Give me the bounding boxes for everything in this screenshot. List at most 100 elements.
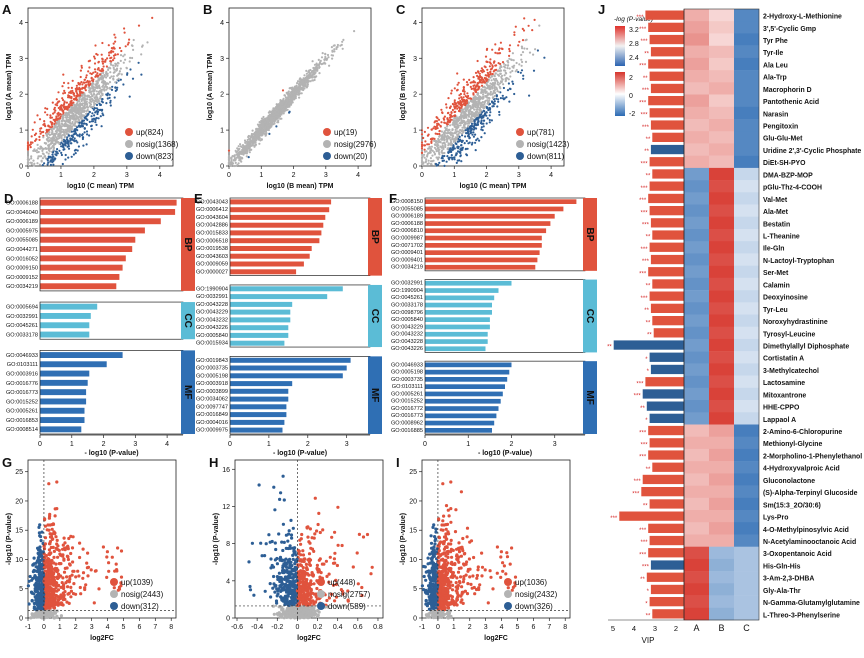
point-nosig bbox=[285, 102, 287, 104]
point-nosig bbox=[273, 114, 275, 116]
point-up bbox=[87, 566, 90, 569]
go-bar bbox=[230, 223, 323, 228]
go-bar bbox=[40, 417, 85, 423]
point-down bbox=[82, 133, 84, 135]
go-bar bbox=[425, 288, 499, 293]
point-up bbox=[72, 80, 74, 82]
point-nosig bbox=[467, 106, 469, 108]
point-nosig bbox=[283, 98, 285, 100]
x-tick-label: 1 bbox=[59, 172, 63, 179]
point-nosig bbox=[262, 120, 264, 122]
point-nosig bbox=[55, 126, 57, 128]
go-term-label: GO:0003899 bbox=[196, 389, 228, 395]
point-down bbox=[496, 94, 498, 96]
point-nosig bbox=[425, 161, 427, 163]
point-up bbox=[456, 89, 458, 91]
point-up bbox=[477, 60, 479, 62]
point-nosig bbox=[492, 82, 494, 84]
point-up bbox=[436, 117, 438, 119]
go-bar bbox=[425, 428, 492, 433]
go-panel-d: DGO:0006188GO:0046040GO:0006189GO:000597… bbox=[4, 191, 195, 457]
point-nosig bbox=[50, 128, 52, 130]
point-nosig bbox=[83, 115, 85, 117]
point-up bbox=[449, 114, 451, 116]
point-up bbox=[67, 107, 69, 109]
point-up bbox=[109, 60, 111, 62]
point-up bbox=[100, 70, 102, 72]
point-up bbox=[76, 570, 79, 573]
y-tick-label: 3 bbox=[19, 56, 23, 63]
point-nosig bbox=[49, 139, 51, 141]
point-up bbox=[52, 556, 55, 559]
go-bar bbox=[425, 363, 512, 368]
go-term-label: GO:0009987 bbox=[391, 236, 423, 242]
point-down bbox=[111, 86, 113, 88]
point-nosig bbox=[62, 114, 64, 116]
go-term-label: GO:0016853 bbox=[6, 418, 38, 424]
go-term-label: GO:0043232 bbox=[391, 332, 423, 338]
point-nosig bbox=[322, 52, 324, 54]
point-up bbox=[228, 150, 230, 152]
point-up bbox=[446, 123, 448, 125]
point-nosig bbox=[506, 67, 508, 69]
point-down bbox=[512, 83, 514, 85]
go-term-label: GO:0042886 bbox=[196, 223, 228, 229]
point-down bbox=[78, 122, 80, 124]
point-down bbox=[472, 131, 474, 133]
go-bar bbox=[230, 341, 284, 346]
point-down bbox=[481, 126, 483, 128]
point-up bbox=[449, 117, 451, 119]
point-up bbox=[484, 77, 486, 79]
point-down bbox=[82, 123, 84, 125]
point-up bbox=[66, 593, 69, 596]
point-nosig bbox=[480, 106, 482, 108]
point-up bbox=[59, 109, 61, 111]
x-tick-label: 0 bbox=[227, 172, 231, 179]
point-down bbox=[91, 115, 93, 117]
point-down bbox=[470, 132, 472, 134]
point-up bbox=[108, 54, 110, 56]
point-nosig bbox=[116, 69, 118, 71]
point-nosig bbox=[261, 138, 263, 140]
point-up bbox=[52, 102, 54, 104]
point-nosig bbox=[459, 117, 461, 119]
point-nosig bbox=[441, 130, 443, 132]
point-down bbox=[91, 128, 93, 130]
go-term-label: GO:0071702 bbox=[391, 243, 423, 249]
point-nosig bbox=[101, 81, 103, 83]
point-up bbox=[467, 95, 469, 97]
point-down bbox=[448, 157, 450, 159]
point-up bbox=[44, 107, 46, 109]
point-nosig bbox=[512, 52, 514, 54]
go-group-name: CC bbox=[182, 313, 193, 327]
go-bar bbox=[230, 199, 331, 204]
point-up bbox=[282, 89, 284, 91]
point-up bbox=[54, 109, 56, 111]
point-up bbox=[34, 134, 36, 136]
point-down bbox=[505, 96, 507, 98]
point-nosig bbox=[33, 163, 35, 165]
point-nosig bbox=[324, 56, 326, 58]
point-nosig bbox=[291, 89, 293, 91]
point-up bbox=[102, 545, 105, 548]
point-nosig bbox=[421, 158, 423, 160]
point-up bbox=[82, 548, 85, 551]
point-up bbox=[56, 98, 58, 100]
point-nosig bbox=[100, 90, 102, 92]
point-up bbox=[421, 147, 423, 149]
point-nosig bbox=[75, 109, 77, 111]
point-down bbox=[482, 129, 484, 131]
point-nosig bbox=[521, 61, 523, 63]
go-panel-f: FGO:0008150GO:0055085GO:0006189GO:000618… bbox=[389, 191, 597, 457]
point-up bbox=[444, 122, 446, 124]
point-up bbox=[85, 89, 87, 91]
point-up bbox=[461, 98, 463, 100]
point-nosig bbox=[440, 135, 442, 137]
point-up bbox=[55, 507, 58, 510]
point-nosig bbox=[501, 81, 503, 83]
point-down bbox=[34, 575, 37, 578]
point-nosig bbox=[466, 123, 468, 125]
point-down bbox=[57, 152, 59, 154]
point-down bbox=[76, 141, 78, 143]
